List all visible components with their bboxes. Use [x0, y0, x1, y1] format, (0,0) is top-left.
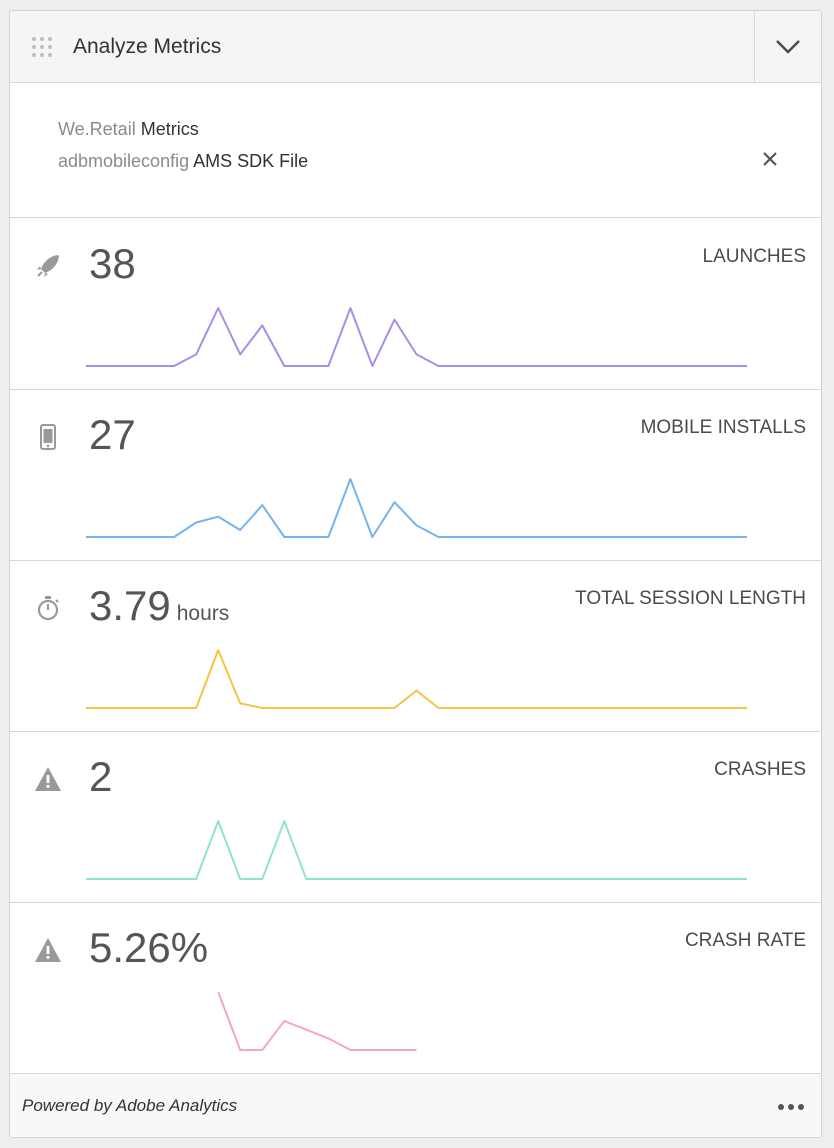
metric-value: 38 [89, 240, 136, 288]
analyze-metrics-card: Analyze Metrics We.Retail Metrics adbmob… [9, 10, 822, 1138]
metric-value: 27 [89, 411, 136, 459]
metric-row-mobile-installs[interactable]: 27 MOBILE INSTALLS [10, 389, 821, 561]
metric-value-number: 27 [89, 411, 136, 458]
alert-icon [35, 938, 61, 962]
report-suite-name: We.Retail [58, 119, 136, 139]
chevron-down-icon [776, 40, 800, 54]
stopwatch-icon [37, 596, 59, 621]
metric-value: 3.79 hours [89, 582, 229, 630]
sparkline-chart [217, 991, 417, 1051]
sparkline-series [86, 820, 747, 880]
metric-row-crash-rate[interactable]: 5.26% CRASH RATE [10, 902, 821, 1074]
sparkline-chart [86, 307, 747, 367]
metric-unit: hours [176, 602, 230, 625]
sparkline-series [86, 307, 747, 367]
phone-icon [40, 424, 56, 450]
sparkline-series [86, 649, 747, 709]
report-suite-type: Metrics [140, 119, 199, 139]
metric-row-crashes[interactable]: 2 CRASHES [10, 731, 821, 903]
config-file-type: AMS SDK File [193, 151, 309, 171]
rocket-icon [37, 255, 59, 277]
metric-value-number: 38 [89, 240, 136, 287]
card-footer: Powered by Adobe Analytics [10, 1074, 821, 1137]
grip-dots-icon[interactable] [30, 35, 54, 59]
metric-value-number: 5.26% [89, 924, 209, 971]
report-suite-line: We.Retail Metrics [58, 119, 199, 140]
close-icon[interactable] [760, 149, 780, 169]
metric-label: CRASH RATE [684, 930, 806, 951]
alert-icon [35, 767, 61, 791]
more-icon[interactable] [776, 1102, 806, 1112]
metric-label: CRASHES [714, 759, 806, 780]
powered-by-text: Powered by Adobe Analytics [22, 1096, 238, 1115]
context-panel: We.Retail Metrics adbmobileconfig AMS SD… [10, 83, 821, 218]
metric-label: MOBILE INSTALLS [640, 417, 806, 438]
sparkline-series [217, 991, 417, 1051]
metric-value: 5.26% [89, 924, 208, 972]
metric-value-number: 2 [89, 753, 113, 800]
collapse-button[interactable] [754, 11, 821, 82]
metric-label: TOTAL SESSION LENGTH [575, 588, 806, 609]
sparkline-chart [86, 478, 747, 538]
metric-label: LAUNCHES [702, 246, 806, 267]
card-title: Analyze Metrics [73, 35, 222, 58]
sparkline-chart [86, 820, 747, 880]
metric-row-launches[interactable]: 38 LAUNCHES [10, 218, 821, 390]
metric-row-total-session-length[interactable]: 3.79 hours TOTAL SESSION LENGTH [10, 560, 821, 732]
metric-value-number: 3.79 [89, 582, 171, 629]
config-file-name: adbmobileconfig [58, 151, 190, 171]
config-file-line: adbmobileconfig AMS SDK File [58, 151, 308, 172]
metric-value: 2 [89, 753, 112, 801]
sparkline-series [86, 478, 747, 538]
card-header: Analyze Metrics [10, 11, 821, 83]
sparkline-chart [86, 649, 747, 709]
